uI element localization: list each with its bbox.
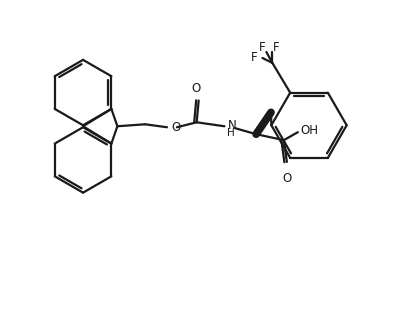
Text: O: O (171, 121, 180, 134)
Text: O: O (191, 82, 200, 95)
Text: O: O (282, 172, 292, 185)
Text: F: F (259, 41, 266, 54)
Text: F: F (273, 41, 280, 54)
Text: OH: OH (301, 124, 319, 137)
Text: N: N (228, 119, 236, 132)
Text: H: H (228, 128, 235, 138)
Text: F: F (251, 51, 258, 64)
